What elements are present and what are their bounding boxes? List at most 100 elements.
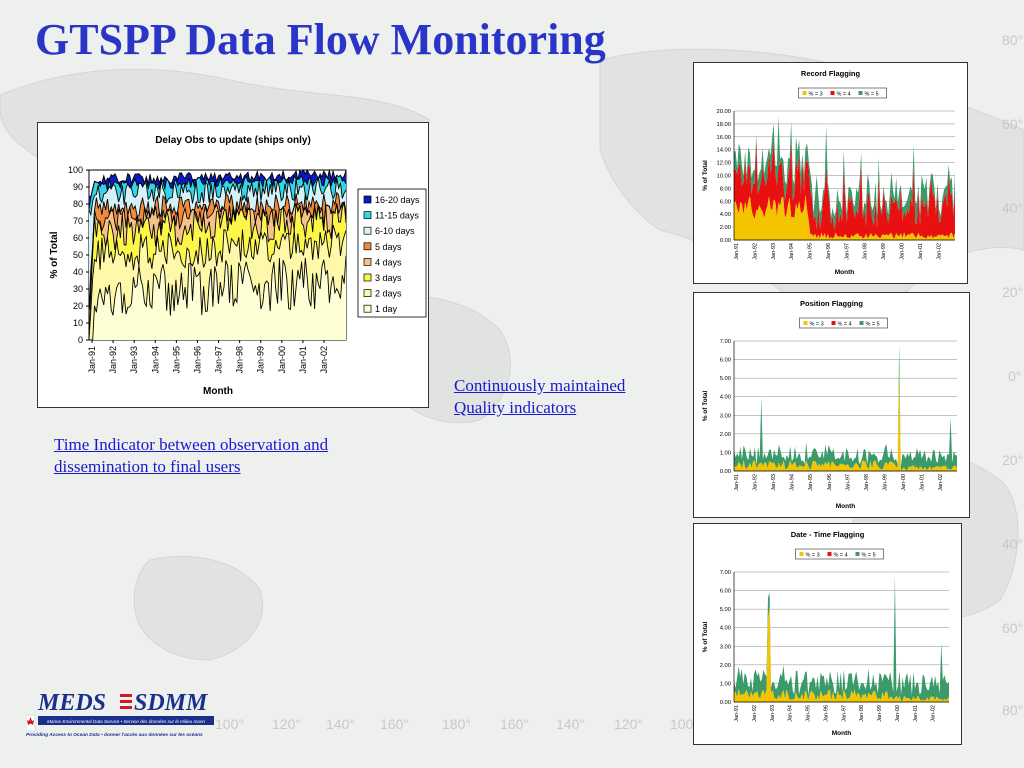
x-tick-label: Jan-98 (864, 474, 870, 491)
y-tick-label: 70 (73, 216, 83, 226)
longitude-label: 120° (272, 716, 301, 732)
y-tick-label: 100 (68, 165, 83, 175)
delay-chart: Delay Obs to update (ships only) 0 10 20 30 4… (37, 122, 429, 408)
x-tick-label: Jan-91 (734, 705, 740, 722)
y-tick-label: 16.00 (716, 135, 731, 141)
longitude-label: 100° (215, 716, 244, 732)
legend-label: 6-10 days (375, 226, 415, 236)
y-axis-label: % of Total (702, 160, 709, 191)
y-tick-label: 8.00 (720, 186, 731, 192)
legend-box (799, 317, 888, 329)
legend-swatch (855, 552, 860, 556)
latitude-label: 60° (1002, 116, 1024, 132)
y-tick-label: 5.00 (720, 376, 731, 382)
chart-legend: % = 3 % = 4 % = 5 (798, 87, 887, 99)
x-tick-label: Jan-98 (859, 705, 865, 722)
maple-leaf-icon (26, 714, 36, 732)
y-tick-label: 0.00 (720, 238, 731, 244)
latitude-label: 80° (1002, 702, 1024, 718)
y-tick-label: 1.00 (720, 450, 731, 456)
y-tick-label: 0 (78, 335, 83, 345)
legend-label: 11-15 days (375, 211, 419, 221)
x-tick-label: Jan-91 (734, 474, 740, 491)
x-tick-label: Jan-96 (823, 705, 829, 722)
latitude-label: 20° (1002, 284, 1024, 300)
legend-label: % = 3 (806, 553, 820, 559)
quality-indicators-caption[interactable]: Continuously maintained Quality indicato… (454, 376, 626, 417)
x-tick-label: Jan-02 (938, 474, 944, 491)
legend-swatch (363, 226, 372, 235)
x-tick-label: Jan-94 (788, 705, 794, 722)
series-line-2-days (88, 224, 347, 341)
y-tick-label: 0.00 (720, 469, 731, 475)
longitude-label: 120° (614, 716, 643, 732)
legend-label: % = 3 (809, 92, 823, 98)
series-line-5-days (88, 191, 347, 307)
legend-label: 5 days (375, 242, 402, 252)
chart-title: Delay Obs to update (ships only) (155, 135, 311, 146)
legend-label: % = 4 (837, 92, 851, 98)
y-tick-label: 90 (73, 182, 83, 192)
chart-title: Date - Time Flagging (791, 530, 865, 539)
y-tick-label: 40 (73, 267, 83, 277)
legend-label: % = 4 (838, 322, 852, 328)
legend-swatch (363, 211, 372, 219)
x-tick-label: Jan-96 (826, 243, 832, 260)
chart-legend: % = 3 % = 4 % = 5 (795, 548, 884, 560)
series-line-4-days (88, 200, 347, 310)
series-area-1-day (89, 255, 346, 340)
y-tick-label: 14.00 (716, 148, 731, 154)
y-tick-label: 6.00 (720, 199, 731, 205)
legend-swatch (830, 91, 835, 95)
x-tick-label: Jan-92 (753, 474, 759, 491)
x-tick-label: Jan-95 (808, 474, 814, 491)
logo-sdmm-text: SDMM (134, 690, 209, 716)
x-tick-label: Jan-01 (918, 243, 924, 260)
legend-label: 3 days (375, 273, 402, 283)
series-line-16-20-days (88, 168, 347, 198)
x-tick-label: Jan-95 (808, 243, 814, 260)
chart-title: Position Flagging (800, 299, 863, 308)
latitude-label: 80° (1002, 32, 1024, 48)
y-tick-label: 30 (73, 284, 83, 294)
x-tick-label: Jan-01 (298, 346, 308, 374)
y-tick-label: 5.00 (720, 607, 731, 613)
x-tick-label: Jan-99 (881, 243, 887, 260)
y-axis-label: % of Total (702, 622, 709, 653)
series-line-11-15-days (88, 174, 347, 210)
logo-tagline: Marine Environmental Data Service • Serv… (47, 719, 205, 724)
y-axis-label: % of Total (702, 391, 709, 422)
series-line-1-day (89, 255, 347, 341)
series-area-3 (734, 195, 955, 240)
time-indicator-caption[interactable]: Time Indicator between observation and d… (54, 435, 329, 476)
y-tick-label: 60 (73, 233, 83, 243)
longitude-label: 160° (380, 716, 409, 732)
latitude-label: 0° (1008, 368, 1022, 384)
legend-label: % = 5 (865, 92, 879, 98)
latitude-label: 60° (1002, 620, 1024, 636)
longitude-label: 140° (326, 716, 355, 732)
x-tick-label: Jan-92 (752, 705, 758, 722)
x-tick-label: Jan-97 (214, 346, 224, 374)
y-tick-label: 2.00 (720, 225, 731, 231)
legend-label: 1 day (375, 304, 398, 314)
latitude-label: 20° (1002, 452, 1024, 468)
y-tick-label: 20 (73, 301, 83, 311)
x-tick-label: Jan-91 (87, 346, 97, 374)
x-axis-label: Month (203, 386, 233, 397)
legend-box (795, 548, 884, 560)
x-tick-label: Jan-97 (845, 474, 851, 491)
x-tick-label: Jan-92 (752, 243, 758, 260)
series-area-5 (734, 574, 949, 702)
logo-meds-text: MEDS (37, 690, 106, 716)
chart-title: Record Flagging (801, 69, 861, 78)
series-area-5 (734, 116, 955, 231)
y-tick-label: 6.00 (720, 358, 731, 364)
y-tick-label: 12.00 (716, 161, 731, 167)
legend-swatch (363, 304, 372, 313)
longitude-label: 140° (556, 716, 585, 732)
legend-label: % = 5 (866, 322, 880, 328)
x-tick-label: Jan-95 (806, 705, 812, 722)
x-tick-label: Jan-93 (771, 474, 777, 491)
legend-swatch (827, 552, 832, 556)
